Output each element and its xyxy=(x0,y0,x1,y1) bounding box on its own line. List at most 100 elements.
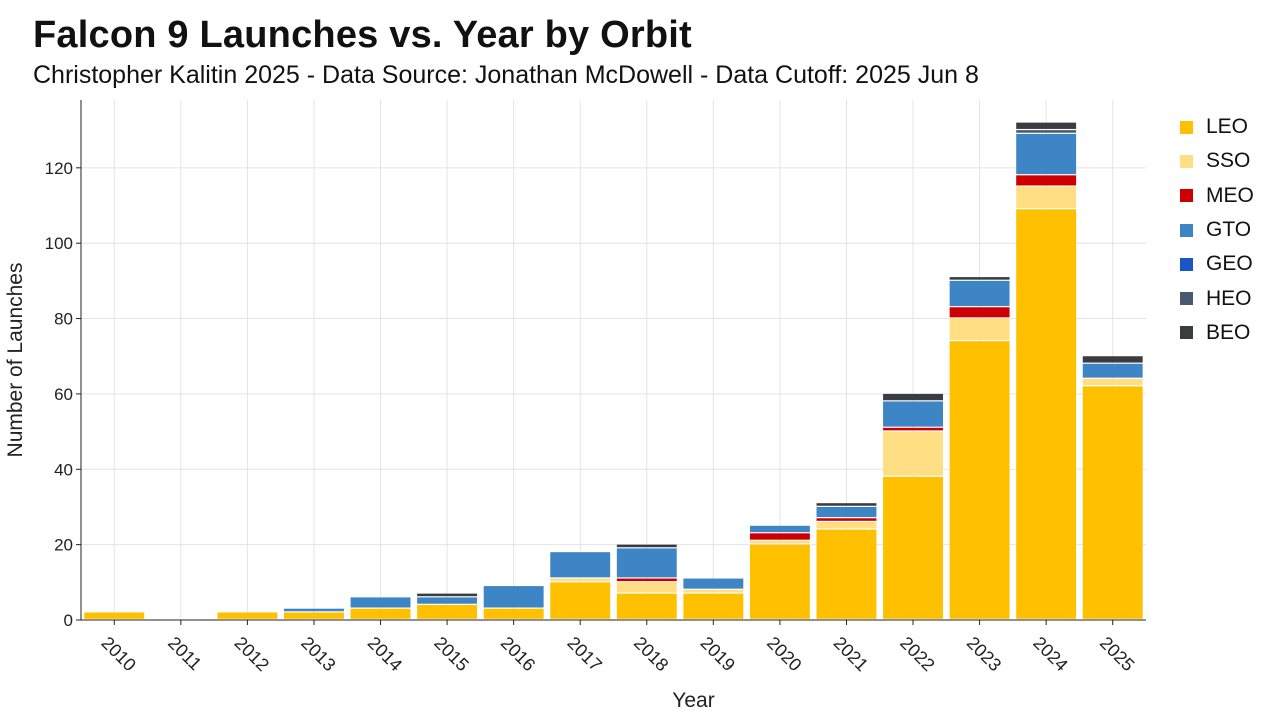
bar-meo-2022 xyxy=(883,427,943,431)
bar-gto-2017 xyxy=(550,552,611,578)
legend-item-sso[interactable]: SSO xyxy=(1180,144,1254,178)
legend-label: HEO xyxy=(1206,286,1252,310)
legend-swatch xyxy=(1180,154,1193,168)
legend-item-beo[interactable]: BEO xyxy=(1180,316,1254,350)
chart-title: Falcon 9 Launches vs. Year by Orbit xyxy=(33,14,692,56)
x-tick-label: 2010 xyxy=(97,633,139,675)
legend-swatch xyxy=(1180,223,1193,237)
x-tick-label: 2017 xyxy=(563,633,605,675)
legend-item-heo[interactable]: HEO xyxy=(1180,281,1254,315)
chart-subtitle: Christopher Kalitin 2025 - Data Source: … xyxy=(33,61,979,89)
x-tick-label: 2020 xyxy=(763,633,805,675)
legend-swatch xyxy=(1180,292,1193,306)
legend-swatch xyxy=(1180,189,1193,203)
bar-leo-2016 xyxy=(483,608,544,619)
bar-sso-2018 xyxy=(616,582,677,593)
y-tick-label: 40 xyxy=(54,460,73,479)
x-tick-label: 2012 xyxy=(231,633,273,675)
bar-beo-2024 xyxy=(1016,122,1077,129)
bar-leo-2019 xyxy=(683,593,744,619)
x-tick-label: 2018 xyxy=(630,633,672,675)
bar-leo-2020 xyxy=(749,544,810,619)
bar-gto-2016 xyxy=(483,586,544,608)
x-tick-label: 2023 xyxy=(963,633,1005,675)
bar-beo-2025 xyxy=(1082,356,1143,363)
bar-sso-2025 xyxy=(1082,378,1143,386)
y-tick-label: 0 xyxy=(64,611,73,630)
y-tick-label: 60 xyxy=(54,385,73,404)
bar-sso-2024 xyxy=(1016,186,1077,209)
bar-sso-2021 xyxy=(816,522,877,529)
bar-leo-2013 xyxy=(284,612,344,619)
legend-label: LEO xyxy=(1206,115,1249,139)
bars xyxy=(84,122,1143,619)
bar-meo-2021 xyxy=(816,518,877,521)
bar-gto-2019 xyxy=(683,578,744,589)
bar-leo-2024 xyxy=(1016,209,1077,619)
legend-item-geo[interactable]: GEO xyxy=(1180,247,1254,281)
bar-leo-2012 xyxy=(217,612,278,619)
bar-sso-2020 xyxy=(749,540,810,544)
bar-sso-2023 xyxy=(949,318,1010,340)
bar-leo-2014 xyxy=(350,608,411,619)
legend-label: SSO xyxy=(1206,149,1251,173)
x-tick-label: 2011 xyxy=(164,633,206,675)
x-tick-label: 2024 xyxy=(1029,633,1071,675)
bar-leo-2021 xyxy=(816,529,877,619)
y-tick-label: 120 xyxy=(45,159,73,178)
bar-beo-2015 xyxy=(417,593,478,597)
bar-gto-2022 xyxy=(883,401,943,427)
x-tick-label: 2025 xyxy=(1096,633,1138,675)
bar-gto-2014 xyxy=(350,597,411,608)
legend-item-meo[interactable]: MEO xyxy=(1180,179,1254,213)
bar-gto-2013 xyxy=(284,608,344,612)
bar-beo-2018 xyxy=(616,544,677,548)
x-tick-label: 2016 xyxy=(497,633,539,675)
bar-gto-2020 xyxy=(749,525,810,533)
chart-legend: LEO SSO MEO GTO GEO HEO BEO xyxy=(1180,110,1254,350)
bar-leo-2017 xyxy=(550,582,611,619)
legend-label: GEO xyxy=(1206,252,1253,276)
bar-meo-2023 xyxy=(949,307,1010,318)
legend-swatch xyxy=(1180,257,1193,271)
legend-label: GTO xyxy=(1206,218,1252,242)
legend-swatch xyxy=(1180,326,1193,340)
x-tick-label: 2022 xyxy=(896,633,938,675)
x-tick-label: 2014 xyxy=(364,633,406,675)
bar-heo-2024 xyxy=(1016,130,1077,133)
bar-leo-2010 xyxy=(84,612,145,619)
y-tick-label: 20 xyxy=(54,536,73,555)
bar-gto-2021 xyxy=(816,506,877,518)
x-tick-label: 2013 xyxy=(297,633,339,675)
legend-swatch xyxy=(1180,120,1193,134)
bar-leo-2015 xyxy=(417,604,478,619)
legend-item-leo[interactable]: LEO xyxy=(1180,110,1254,144)
bar-leo-2023 xyxy=(949,341,1010,619)
bar-meo-2020 xyxy=(749,533,810,540)
bar-beo-2021 xyxy=(816,503,877,506)
x-tick-label: 2015 xyxy=(430,633,472,675)
bar-meo-2018 xyxy=(616,578,677,582)
legend-item-gto[interactable]: GTO xyxy=(1180,213,1254,247)
x-tick-label: 2021 xyxy=(830,633,872,675)
bar-gto-2018 xyxy=(616,548,677,578)
bar-beo-2023 xyxy=(949,277,1010,280)
bar-leo-2022 xyxy=(883,476,943,619)
bar-leo-2025 xyxy=(1082,386,1143,619)
y-tick-label: 100 xyxy=(45,234,73,253)
bar-gto-2015 xyxy=(417,597,478,604)
bar-gto-2025 xyxy=(1082,363,1143,378)
bar-gto-2024 xyxy=(1016,133,1077,175)
bar-gto-2023 xyxy=(949,280,1010,307)
legend-label: BEO xyxy=(1206,320,1251,344)
x-axis-label: Year xyxy=(672,689,714,712)
bar-leo-2018 xyxy=(616,593,677,619)
bar-meo-2024 xyxy=(1016,175,1077,186)
x-tick-label: 2019 xyxy=(697,633,739,675)
y-tick-label: 80 xyxy=(54,310,73,329)
legend-label: MEO xyxy=(1206,183,1254,207)
bar-beo-2022 xyxy=(883,393,943,401)
bar-sso-2019 xyxy=(683,589,744,593)
y-axis-label: Number of Launches xyxy=(4,263,27,458)
